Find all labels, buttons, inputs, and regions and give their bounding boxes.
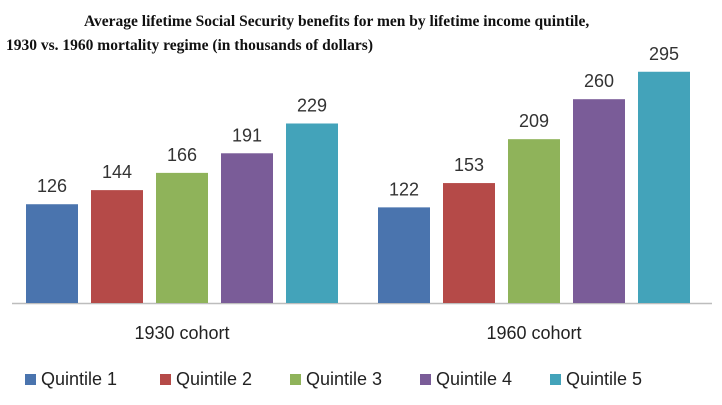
data-label: 260 (584, 71, 614, 91)
bar-1930-cohort-q3 (156, 172, 208, 303)
category-label: 1930 cohort (134, 323, 229, 343)
bar-1960-cohort-q5 (638, 71, 690, 304)
legend-swatch (550, 374, 561, 385)
plot-area: 126 144 166 191 229 1930 cohort 122 153 209 260 29… (12, 44, 712, 343)
legend: Quintile 1 Quintile 2 Quintile 3 Quintile 4… (25, 369, 642, 389)
bar-1960-cohort-q2 (443, 183, 495, 303)
bar-1930-cohort-q5 (286, 123, 338, 303)
bar-1960-cohort-q3 (508, 139, 560, 303)
category-label: 1960 cohort (486, 323, 581, 343)
data-label: 295 (649, 44, 679, 64)
data-label: 126 (37, 176, 67, 196)
data-label: 144 (102, 162, 132, 182)
legend-swatch (420, 374, 431, 385)
legend-swatch (290, 374, 301, 385)
legend-label: Quintile 5 (566, 369, 642, 389)
data-label: 153 (454, 155, 484, 175)
legend-label: Quintile 3 (306, 369, 382, 389)
chart-title-line-2: 1930 vs. 1960 mortality regime (in thous… (6, 37, 373, 54)
bar-1930-cohort-q2 (91, 190, 143, 303)
chart-title-line-1: Average lifetime Social Security benefit… (84, 13, 589, 30)
legend-swatch (160, 374, 171, 385)
data-label: 209 (519, 111, 549, 131)
legend-item-q2: Quintile 2 (160, 369, 252, 389)
legend-item-q1: Quintile 1 (25, 369, 117, 389)
data-label: 166 (167, 145, 197, 165)
legend-item-q5: Quintile 5 (550, 369, 642, 389)
legend-item-q4: Quintile 4 (420, 369, 512, 389)
bar-1960-cohort-q4 (573, 99, 625, 304)
bar-1930-cohort-q1 (26, 204, 78, 303)
legend-label: Quintile 2 (176, 369, 252, 389)
legend-label: Quintile 4 (436, 369, 512, 389)
data-label: 191 (232, 125, 262, 145)
bar-1930-cohort-q4 (221, 153, 273, 303)
data-label: 229 (297, 95, 327, 115)
legend-label: Quintile 1 (41, 369, 117, 389)
bar-1960-cohort-q1 (378, 207, 430, 303)
data-label: 122 (389, 179, 419, 199)
legend-swatch (25, 374, 36, 385)
legend-item-q3: Quintile 3 (290, 369, 382, 389)
